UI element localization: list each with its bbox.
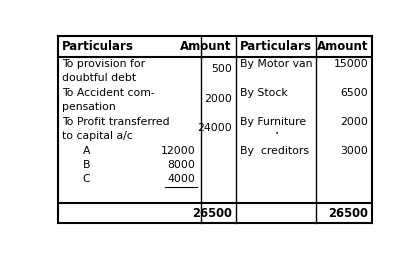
- Text: 6500: 6500: [341, 88, 368, 98]
- Text: 2000: 2000: [204, 93, 232, 103]
- Text: 2000: 2000: [340, 117, 368, 127]
- Text: 24000: 24000: [197, 123, 232, 133]
- Text: 26500: 26500: [328, 207, 368, 220]
- Text: C: C: [83, 174, 90, 184]
- Text: By Stock: By Stock: [239, 88, 287, 98]
- Text: to capital a/c: to capital a/c: [62, 131, 133, 141]
- Text: 500: 500: [211, 65, 232, 74]
- Text: 26500: 26500: [192, 207, 232, 220]
- Text: Particulars: Particulars: [239, 40, 311, 53]
- Text: By Furniture: By Furniture: [239, 117, 306, 127]
- Text: By  creditors: By creditors: [239, 146, 309, 156]
- Text: By Motor van: By Motor van: [239, 59, 312, 69]
- Text: .: .: [275, 123, 279, 137]
- Text: A: A: [83, 146, 90, 156]
- Text: doubtful debt: doubtful debt: [62, 73, 136, 83]
- Text: 12000: 12000: [161, 146, 196, 156]
- Text: To Profit transferred: To Profit transferred: [62, 117, 170, 127]
- Text: Amount: Amount: [317, 40, 368, 53]
- Text: B: B: [83, 160, 90, 170]
- Text: Particulars: Particulars: [62, 40, 134, 53]
- Text: pensation: pensation: [62, 102, 116, 112]
- Text: 3000: 3000: [340, 146, 368, 156]
- Text: Amount: Amount: [180, 40, 232, 53]
- Text: 15000: 15000: [333, 59, 368, 69]
- Text: 4000: 4000: [168, 174, 196, 184]
- Text: 8000: 8000: [168, 160, 196, 170]
- Text: To provision for: To provision for: [62, 59, 145, 69]
- Text: To Accident com-: To Accident com-: [62, 88, 155, 98]
